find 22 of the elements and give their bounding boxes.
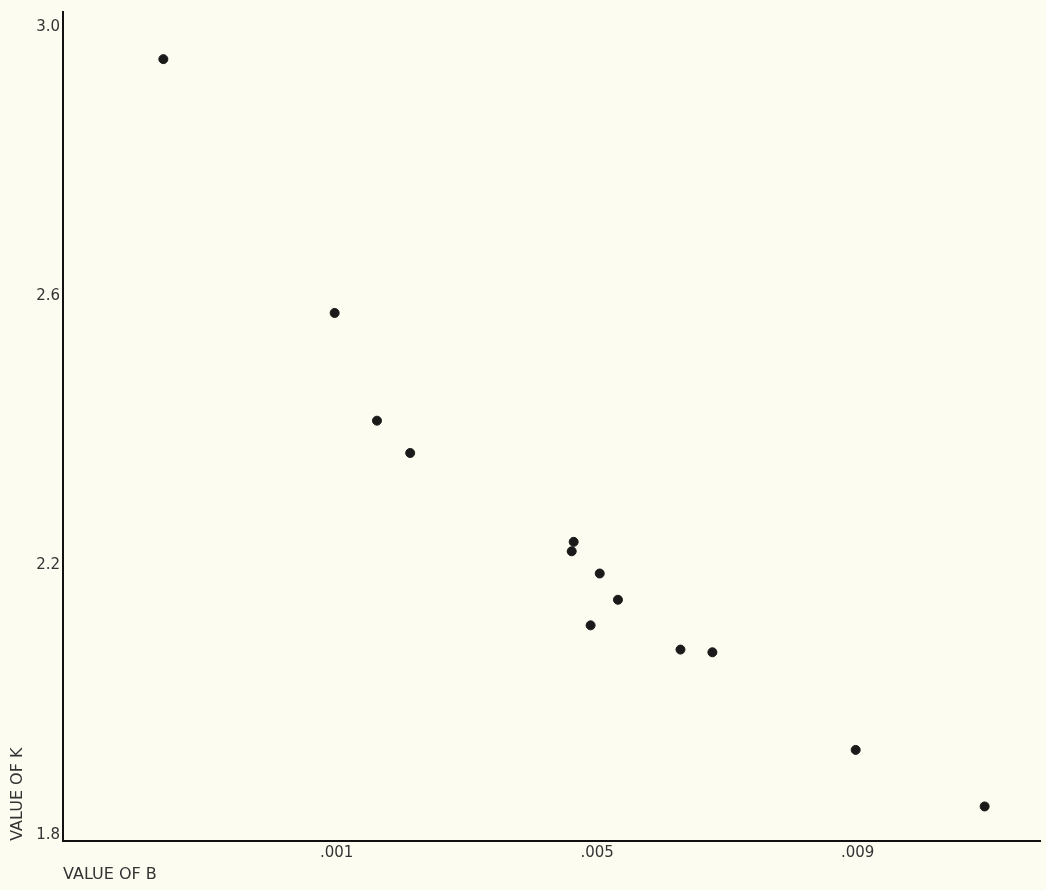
point xyxy=(371,415,382,426)
x-tick-label: .005 xyxy=(580,842,614,861)
point xyxy=(850,744,861,755)
y-axis-title: VALUE OF K xyxy=(6,747,26,841)
y-tick-label: 2.6 xyxy=(36,286,61,305)
y-tick-label: 1.8 xyxy=(36,824,61,843)
y-tick-label: 2.2 xyxy=(36,555,61,574)
point xyxy=(568,536,579,547)
point xyxy=(566,546,577,557)
point xyxy=(979,801,990,812)
x-tick-label: .001 xyxy=(319,842,354,861)
point xyxy=(158,54,169,65)
point xyxy=(594,568,605,579)
point xyxy=(585,620,596,631)
x-tick-label: .009 xyxy=(840,842,875,861)
x-axis-title: VALUE OF B xyxy=(63,863,157,883)
point xyxy=(675,644,686,655)
point xyxy=(707,647,718,658)
point xyxy=(329,307,340,318)
point xyxy=(405,447,416,458)
y-tick-label: 3.0 xyxy=(36,16,61,35)
point xyxy=(612,594,623,605)
